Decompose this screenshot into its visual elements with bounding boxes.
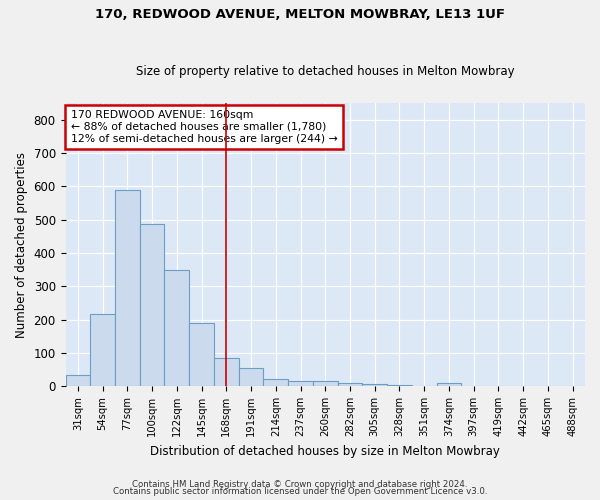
- Bar: [164, 270, 189, 386]
- Bar: [362, 384, 387, 386]
- Title: Size of property relative to detached houses in Melton Mowbray: Size of property relative to detached ho…: [136, 66, 515, 78]
- Bar: [115, 190, 140, 386]
- Text: 170, REDWOOD AVENUE, MELTON MOWBRAY, LE13 1UF: 170, REDWOOD AVENUE, MELTON MOWBRAY, LE1…: [95, 8, 505, 20]
- Text: 170 REDWOOD AVENUE: 160sqm
← 88% of detached houses are smaller (1,780)
12% of s: 170 REDWOOD AVENUE: 160sqm ← 88% of deta…: [71, 110, 337, 144]
- Bar: [239, 368, 263, 386]
- Bar: [437, 384, 461, 386]
- Bar: [288, 381, 313, 386]
- Bar: [65, 376, 90, 386]
- Bar: [313, 382, 338, 386]
- Bar: [263, 379, 288, 386]
- Bar: [90, 314, 115, 386]
- Text: Contains public sector information licensed under the Open Government Licence v3: Contains public sector information licen…: [113, 488, 487, 496]
- Bar: [338, 383, 362, 386]
- Bar: [140, 224, 164, 386]
- Bar: [189, 323, 214, 386]
- Bar: [214, 358, 239, 386]
- Text: Contains HM Land Registry data © Crown copyright and database right 2024.: Contains HM Land Registry data © Crown c…: [132, 480, 468, 489]
- X-axis label: Distribution of detached houses by size in Melton Mowbray: Distribution of detached houses by size …: [151, 444, 500, 458]
- Y-axis label: Number of detached properties: Number of detached properties: [15, 152, 28, 338]
